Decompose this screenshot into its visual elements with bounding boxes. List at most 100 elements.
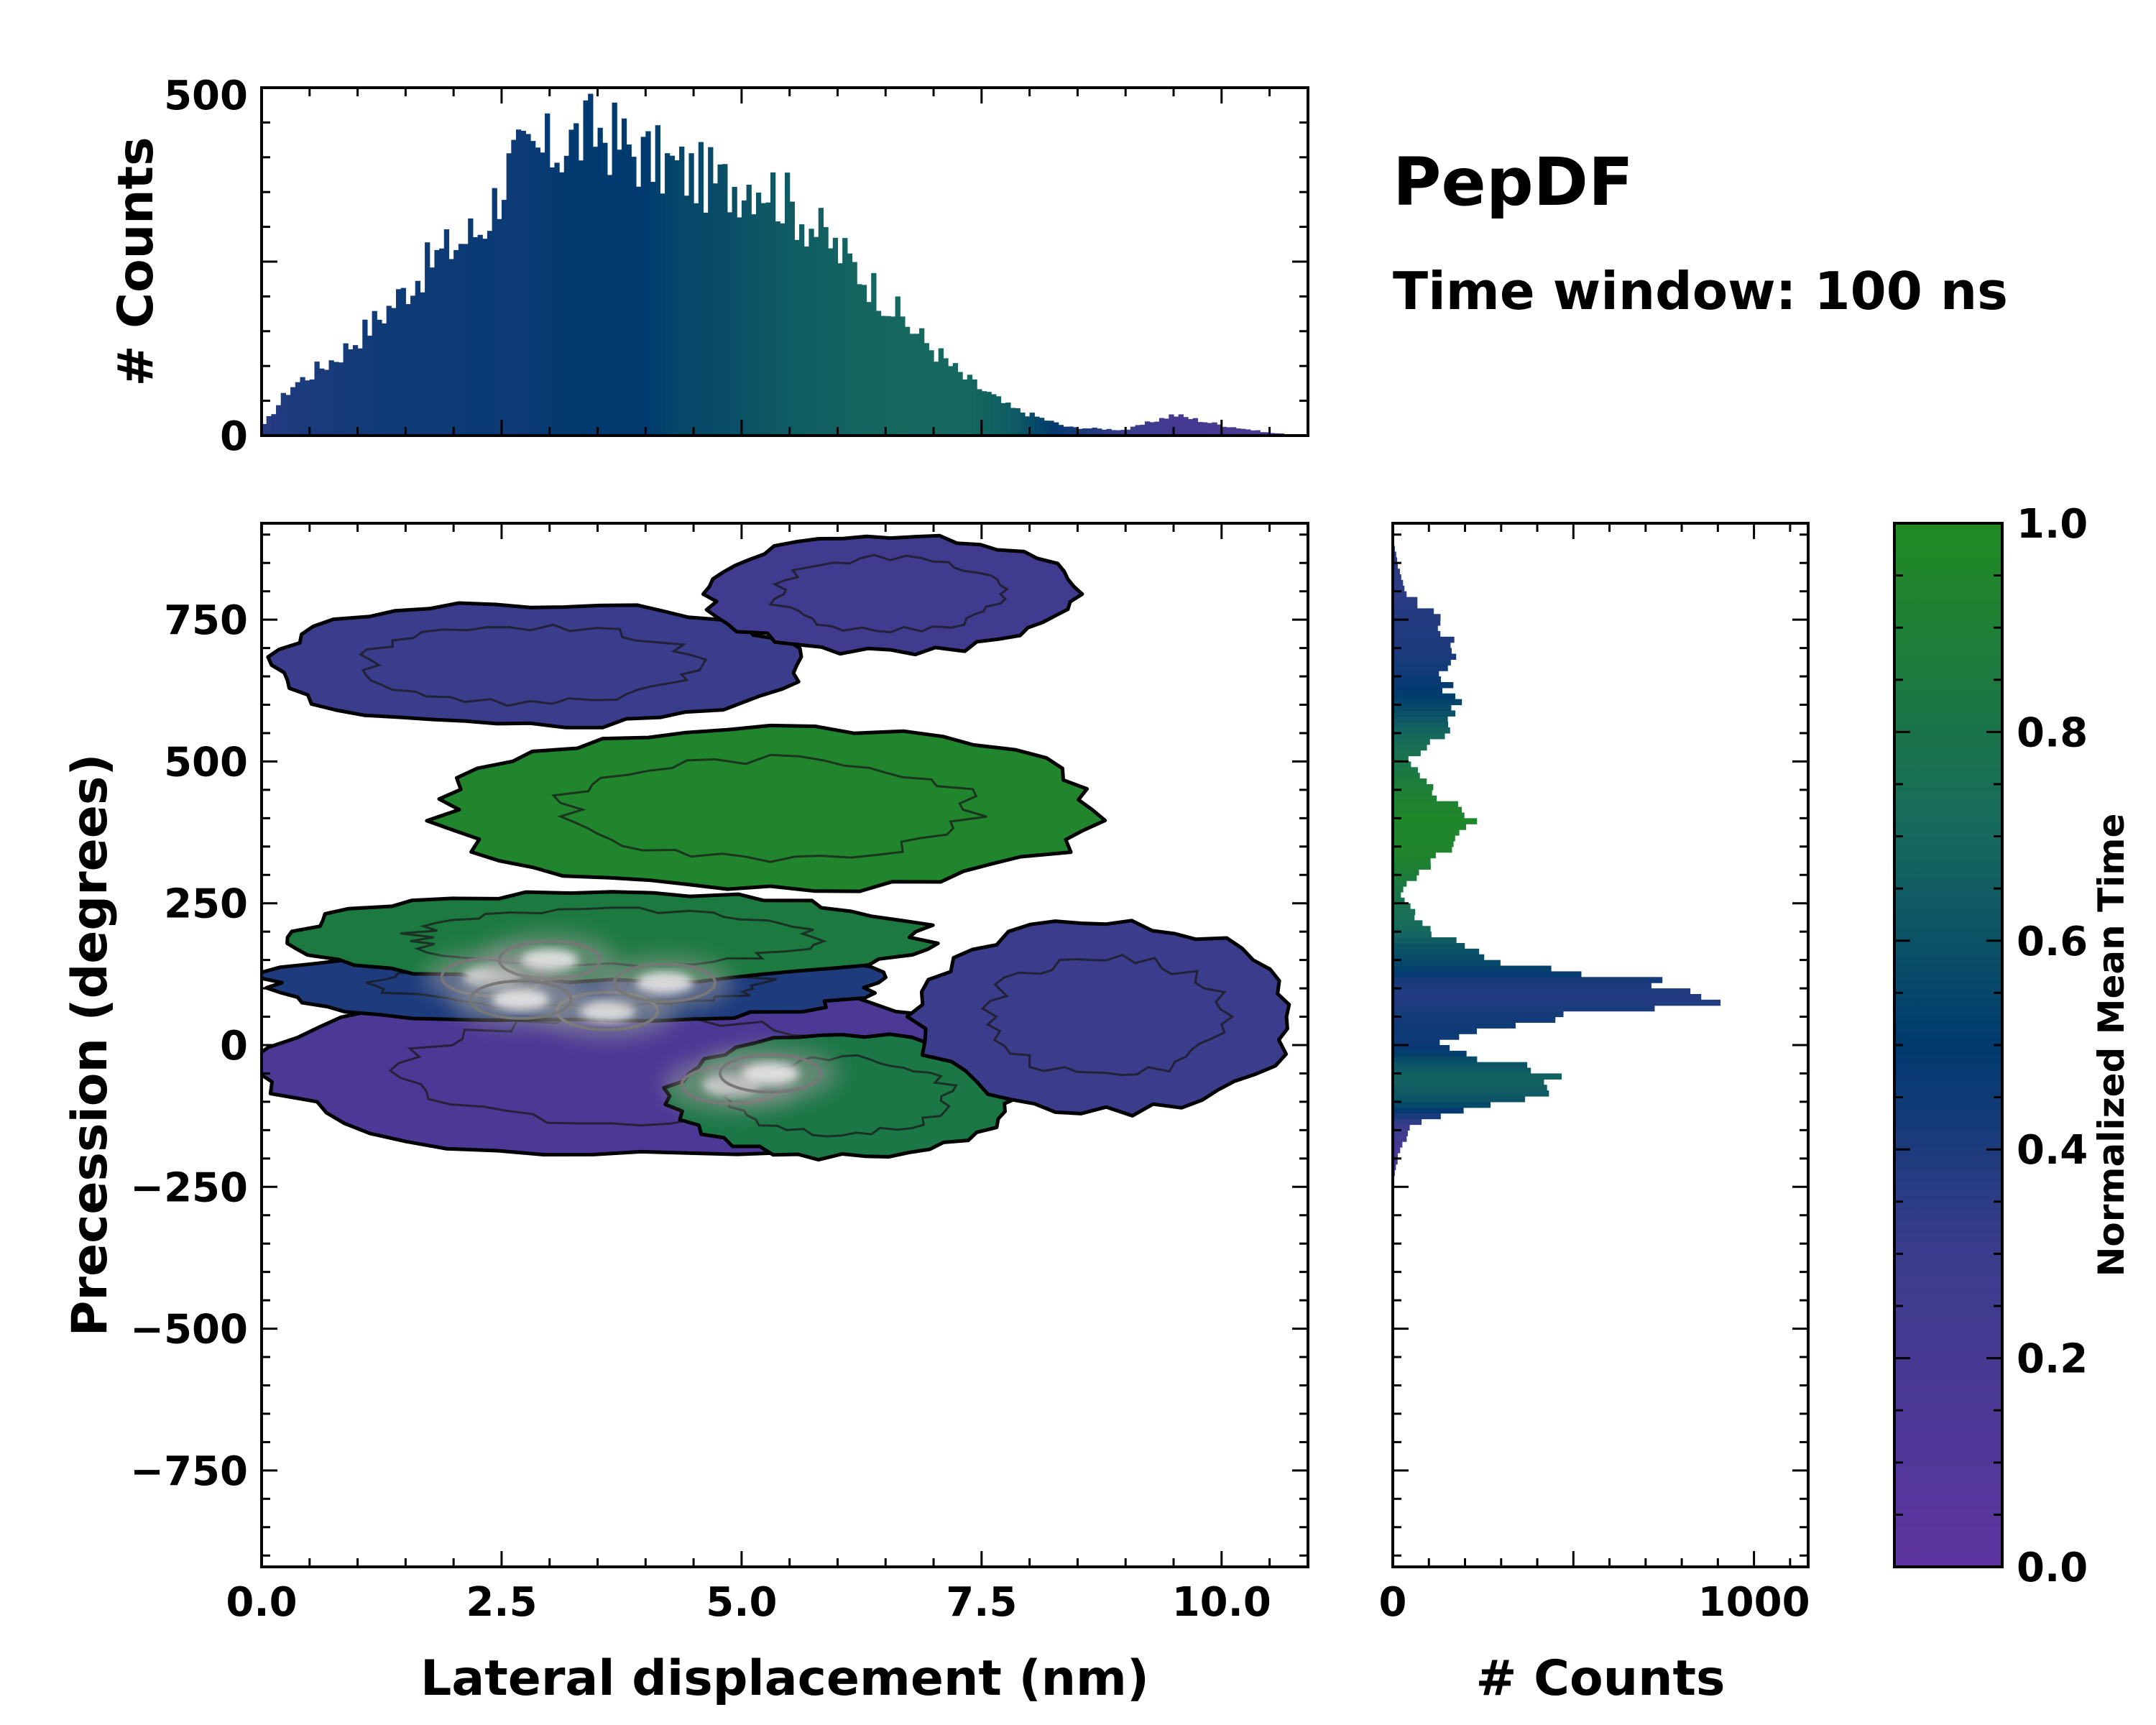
top-bar-130 xyxy=(885,316,891,436)
right-bar-97 xyxy=(1393,625,1438,632)
top-bar-11 xyxy=(314,362,320,436)
right-bar-104 xyxy=(1393,585,1405,592)
top-bar-157 xyxy=(1015,408,1021,436)
top-bar-79 xyxy=(640,137,646,436)
right-bar-59 xyxy=(1393,840,1454,847)
top-bar-80 xyxy=(645,131,651,436)
top-bar-60 xyxy=(549,167,556,436)
right-bar-76 xyxy=(1393,744,1427,751)
heatmap-contour-7 xyxy=(980,953,1235,1077)
right-bar-110 xyxy=(1393,551,1396,558)
top-bar-101 xyxy=(746,184,752,436)
top-bar-187 xyxy=(1158,418,1165,436)
top-bar-138 xyxy=(923,343,929,436)
right-bar-82 xyxy=(1393,710,1456,717)
top-bar-76 xyxy=(626,144,632,436)
top-bar-5 xyxy=(285,395,291,436)
xtick-label-5: 5.0 xyxy=(706,1579,777,1626)
top-bar-147 xyxy=(967,374,973,436)
top-bar-112 xyxy=(799,224,805,436)
top-bar-102 xyxy=(751,214,757,436)
right-bar-63 xyxy=(1393,818,1478,824)
top-bar-168 xyxy=(1068,426,1074,436)
top-histogram: 500 0 # Counts xyxy=(108,73,1309,460)
top-bar-30 xyxy=(405,304,411,436)
top-bar-94 xyxy=(712,183,719,436)
top-bar-143 xyxy=(948,366,954,436)
right-bar-45 xyxy=(1393,920,1423,926)
top-bar-16 xyxy=(338,362,344,436)
hotspot-contour-outer-5 xyxy=(718,1053,822,1094)
right-bar-27 xyxy=(1393,1022,1516,1029)
right-bar-40 xyxy=(1393,948,1480,955)
top-bar-52 xyxy=(511,139,517,436)
hotspot-core-2 xyxy=(578,1000,636,1022)
figure-subtitle: Time window: 100 ns xyxy=(1393,261,2008,321)
top-bar-156 xyxy=(1010,408,1016,436)
right-bar-14 xyxy=(1393,1096,1526,1103)
top-bar-57 xyxy=(535,147,540,436)
right-xlabel: # Counts xyxy=(1475,1650,1725,1707)
top-bar-28 xyxy=(396,289,402,436)
right-bar-95 xyxy=(1393,636,1455,643)
right-bar-56 xyxy=(1393,857,1431,865)
top-bar-155 xyxy=(1005,402,1011,436)
top-bar-93 xyxy=(708,147,714,436)
colorbar: 0.0 0.2 0.4 0.6 0.8 1.0 Normalized Mean … xyxy=(1893,501,2132,1591)
top-bar-21 xyxy=(362,319,368,436)
top-ytick-label-0: 0 xyxy=(220,413,248,460)
top-bar-199 xyxy=(1217,424,1222,436)
top-bar-136 xyxy=(914,334,920,436)
top-bar-200 xyxy=(1221,426,1227,436)
ytick-label-0: 0 xyxy=(220,1023,248,1070)
colorbar-label: Normalized Mean Time xyxy=(2091,814,2132,1277)
top-bar-0 xyxy=(262,423,267,436)
top-bar-20 xyxy=(357,348,363,436)
top-bar-142 xyxy=(943,358,949,436)
top-bar-72 xyxy=(607,175,613,436)
right-bar-13 xyxy=(1393,1101,1491,1108)
top-bar-43 xyxy=(468,218,474,436)
top-bar-141 xyxy=(938,348,944,436)
top-bar-53 xyxy=(515,129,522,436)
top-bar-15 xyxy=(333,362,339,436)
top-bar-55 xyxy=(525,134,531,436)
cbar-tick-label-1: 1.0 xyxy=(2017,501,2088,548)
top-bar-84 xyxy=(665,153,671,436)
right-bar-15 xyxy=(1393,1090,1549,1097)
top-bar-45 xyxy=(477,234,483,436)
top-bar-78 xyxy=(635,186,642,436)
top-bar-171 xyxy=(1082,428,1088,436)
top-bar-164 xyxy=(1049,420,1054,436)
top-bar-92 xyxy=(703,212,709,436)
right-bar-86 xyxy=(1393,687,1443,694)
top-bar-89 xyxy=(688,153,694,436)
top-bar-48 xyxy=(492,188,497,436)
right-histogram-bars xyxy=(1393,534,1721,1182)
top-bar-9 xyxy=(305,380,310,436)
right-bar-55 xyxy=(1393,863,1431,870)
top-bar-88 xyxy=(683,196,690,436)
right-histogram-ticks xyxy=(1391,523,1808,1567)
top-bar-105 xyxy=(765,202,771,436)
right-bar-25 xyxy=(1393,1034,1460,1040)
top-bar-13 xyxy=(323,369,330,436)
heatmap-region-6 xyxy=(701,533,1084,657)
top-bar-100 xyxy=(741,200,747,436)
right-bar-69 xyxy=(1393,784,1434,791)
top-bar-152 xyxy=(991,394,997,436)
top-bar-166 xyxy=(1058,425,1064,436)
hotspot-contour-outer-6 xyxy=(469,979,573,1020)
right-bar-101 xyxy=(1393,602,1418,609)
top-bar-134 xyxy=(904,326,911,436)
top-bar-192 xyxy=(1183,417,1189,436)
top-bar-160 xyxy=(1029,413,1035,436)
ytick-label-neg750: −750 xyxy=(130,1448,248,1495)
top-bar-95 xyxy=(717,164,723,436)
right-bar-46 xyxy=(1393,914,1415,921)
main-ticks xyxy=(260,523,1308,1567)
top-bar-91 xyxy=(698,142,704,436)
xlabel: Lateral displacement (nm) xyxy=(420,1650,1149,1707)
top-bar-107 xyxy=(775,221,780,436)
